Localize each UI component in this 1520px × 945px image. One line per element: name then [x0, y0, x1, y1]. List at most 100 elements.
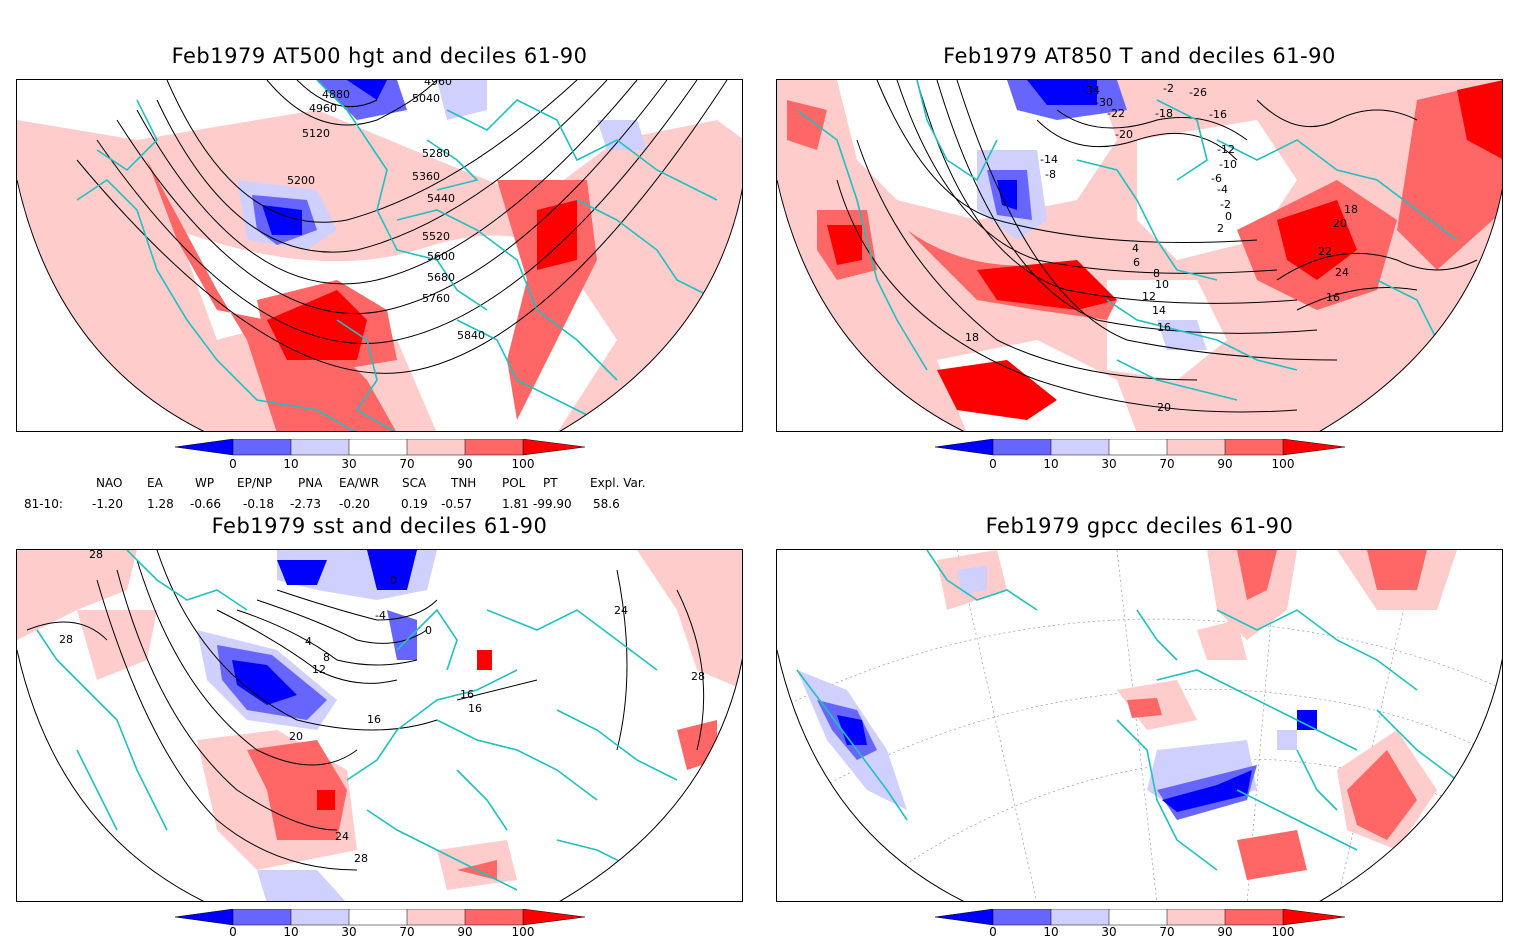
contour-label: -34	[1082, 84, 1100, 97]
index-value: 1.28	[147, 497, 174, 511]
colorbar-swatch-0	[175, 439, 233, 455]
index-header: NAO	[96, 476, 123, 490]
map-panel-sst: 28 28 0 4 8 12 16 20 24 28 24 16 16 28 -…	[16, 549, 743, 902]
colorbar-swatch-90	[1225, 439, 1283, 455]
contour-label: 5760	[422, 292, 450, 305]
colorbar-t850: 0 10 30 70 90 100	[935, 439, 1345, 475]
index-header: EA/WR	[339, 476, 380, 490]
contour-label: 22	[1318, 245, 1332, 258]
colorbar-swatches	[935, 909, 1345, 926]
contour-label: 5440	[427, 192, 455, 205]
colorbar-tick: 100	[1271, 925, 1295, 939]
colorbar-swatch-70	[1167, 439, 1225, 455]
index-value: -0.18	[243, 497, 275, 511]
colorbar-tick: 0	[989, 925, 997, 939]
contour-label: 0	[390, 574, 397, 587]
colorbar-swatch-100	[1283, 909, 1345, 925]
contour-label: -12	[1217, 143, 1235, 156]
contour-label: -22	[1107, 107, 1125, 120]
colorbar-tick: 0	[229, 457, 237, 471]
contour-label: -4	[375, 609, 386, 622]
colorbar-tick: 0	[229, 925, 237, 939]
contour-label: 14	[1152, 304, 1166, 317]
colorbar-tick: 0	[989, 457, 997, 471]
colorbar-swatch-50	[349, 439, 407, 455]
colorbar-swatch-30	[291, 439, 349, 455]
index-header: Expl. Var.	[590, 476, 646, 490]
colorbar-swatch-50	[1109, 439, 1167, 455]
colorbar-swatch-0	[935, 439, 993, 455]
colorbar-swatches	[175, 439, 585, 456]
contour-label: 5120	[302, 127, 330, 140]
contour-label: -8	[1045, 168, 1056, 181]
contour-label: 4960	[424, 80, 452, 88]
colorbar-swatch-70	[407, 909, 465, 925]
panel-title-gpcc: Feb1979 gpcc deciles 61-90	[985, 514, 1294, 538]
colorbar-tick: 30	[341, 457, 357, 471]
contour-label: 2	[1217, 222, 1224, 235]
index-value: -99.90	[533, 497, 572, 511]
contour-label: 20	[1333, 217, 1347, 230]
index-header: TNH	[451, 476, 477, 490]
colorbar-swatch-90	[1225, 909, 1283, 925]
colorbar-swatch-30	[1051, 439, 1109, 455]
colorbar-swatch-70	[1167, 909, 1225, 925]
colorbar-tick: 90	[1217, 457, 1233, 471]
colorbar-tick: 90	[1217, 925, 1233, 939]
contour-label: 20	[1157, 401, 1171, 414]
colorbar-swatch-70	[407, 439, 465, 455]
contour-label: -18	[1155, 107, 1173, 120]
colorbar-tick: 30	[1101, 925, 1117, 939]
contour-label: -30	[1095, 96, 1113, 109]
contour-label: -26	[1189, 86, 1207, 99]
colorbar-tick: 10	[1043, 457, 1059, 471]
contour-label: 16	[460, 688, 474, 701]
contour-label: 4960	[309, 102, 337, 115]
index-value: 58.6	[593, 497, 620, 511]
colorbar-swatch-10	[993, 909, 1051, 925]
colorbar-tick: 100	[511, 925, 535, 939]
contour-label: -6	[1211, 172, 1222, 185]
colorbar-swatch-0	[175, 909, 233, 925]
colorbar-tick: 70	[1159, 925, 1175, 939]
colorbar-swatch-10	[993, 439, 1051, 455]
map-panel-gpcc	[776, 549, 1503, 902]
colorbar-swatch-30	[1051, 909, 1109, 925]
contour-label: 5600	[427, 250, 455, 263]
index-value: -2.73	[290, 497, 322, 511]
map-sst: 28 28 0 4 8 12 16 20 24 28 24 16 16 28 -…	[17, 550, 742, 901]
index-row-label: 81-10:	[24, 497, 63, 511]
contour-label: -2	[1220, 198, 1231, 211]
contour-label: -4	[1217, 183, 1228, 196]
map-panel-hgt500: 4880 4960 4960 5040 5120 5200 5280 5360 …	[16, 79, 743, 432]
colorbar-sst: 0 10 30 70 90 100	[175, 909, 585, 945]
contour-label: 28	[691, 670, 705, 683]
colorbar-tick: 10	[1043, 925, 1059, 939]
map-panel-t850: -34 -30 -26 -2 -22 -20 -18 -16 -14 -12 -…	[776, 79, 1503, 432]
contour-label: 16	[468, 702, 482, 715]
colorbar-tick: 70	[399, 457, 415, 471]
index-header: PNA	[298, 476, 323, 490]
index-header: WP	[195, 476, 215, 490]
colorbar-swatch-90	[465, 439, 523, 455]
contour-label: -10	[1219, 158, 1237, 171]
index-value: -0.20	[339, 497, 371, 511]
colorbar-swatch-50	[349, 909, 407, 925]
colorbar-swatch-50	[1109, 909, 1167, 925]
contour-label: 4880	[322, 88, 350, 101]
contour-label: 5040	[412, 92, 440, 105]
contour-label: 0	[1225, 210, 1232, 223]
colorbar-swatch-10	[233, 909, 291, 925]
contour-label: -16	[1209, 108, 1227, 121]
colorbar-swatch-0	[935, 909, 993, 925]
contour-label: 16	[367, 713, 381, 726]
colorbar-tick: 30	[341, 925, 357, 939]
contour-label: 5520	[422, 230, 450, 243]
colorbar-tick: 70	[399, 925, 415, 939]
contour-label: 5680	[427, 271, 455, 284]
colorbar-tick: 10	[283, 925, 299, 939]
index-value: -0.57	[441, 497, 473, 511]
contour-label: -14	[1040, 153, 1058, 166]
colorbar-swatch-100	[523, 909, 585, 925]
index-header: SCA	[402, 476, 427, 490]
